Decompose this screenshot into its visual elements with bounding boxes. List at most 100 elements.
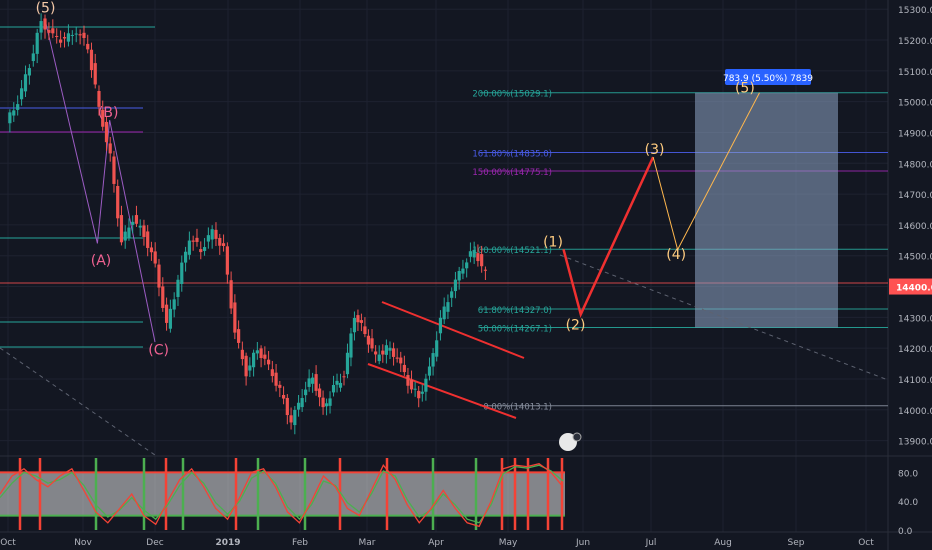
candle-body	[149, 247, 154, 253]
candle-body	[438, 317, 443, 334]
candle-body	[321, 397, 325, 408]
candle-body	[131, 221, 135, 225]
candle-body	[116, 185, 120, 219]
price-tick-label: 15100.0	[898, 68, 932, 78]
candle-body	[457, 271, 461, 281]
candle-body	[161, 286, 165, 308]
candle-body	[296, 402, 301, 410]
stoch-d-line	[0, 464, 564, 524]
candle-body	[218, 237, 222, 246]
candle-body	[278, 384, 282, 388]
candle-body	[59, 39, 63, 43]
candle-body	[370, 338, 374, 349]
candle-body	[74, 33, 78, 35]
candle-body	[300, 398, 304, 408]
candle-body	[259, 348, 263, 359]
time-tick-label: Jul	[645, 538, 657, 548]
wave-label: (3)	[645, 142, 665, 158]
candle-body	[453, 279, 458, 292]
stoch-tick-label: 0.0	[898, 527, 913, 537]
candle-body	[187, 240, 191, 255]
forecast-wave-5	[652, 92, 760, 251]
current-price-badge	[889, 278, 932, 295]
candle-body	[153, 251, 157, 264]
candle-body	[345, 352, 350, 375]
wave-label: (C)	[148, 342, 169, 358]
candle-body	[274, 372, 278, 386]
fib-label: 200.00%(15029.1)	[472, 90, 552, 100]
candle-body	[240, 349, 244, 360]
candle-body	[285, 397, 289, 416]
price-tick-label: 14600.0	[898, 222, 932, 232]
candle-body	[164, 304, 169, 323]
fib-label: 0.00%(14013.1)	[483, 403, 552, 413]
candle-body	[51, 28, 55, 34]
candle-body	[138, 225, 142, 228]
range-label: 783.9 (5.50%) 7839	[723, 74, 813, 84]
candle-body	[221, 243, 226, 246]
candle-body	[263, 354, 267, 359]
forecast-wave-3	[562, 156, 655, 318]
candle-body	[356, 315, 360, 323]
time-tick-label: Mar	[359, 538, 376, 548]
candle-body	[289, 415, 293, 423]
candle-body	[19, 88, 24, 100]
stoch-band	[0, 472, 565, 516]
candle-body	[202, 247, 207, 251]
target-range-box	[695, 92, 838, 328]
candle-body	[39, 21, 43, 33]
candle-body	[476, 253, 480, 262]
candle-body	[402, 364, 406, 373]
price-tick-label: 14900.0	[898, 129, 932, 139]
candle-body	[424, 378, 428, 392]
candle-body	[395, 357, 399, 359]
time-tick-label: Dec	[146, 538, 163, 548]
price-axis[interactable]: 15300.0 15200.0 15100.0 15000.0 14900.0 14800…	[889, 6, 932, 537]
target-box: 783.9 (5.50%) 7839	[695, 69, 838, 328]
wave-label: (2)	[566, 318, 586, 334]
wave-label: (A)	[91, 253, 112, 269]
candle-body	[293, 409, 297, 426]
candle-body	[374, 351, 378, 355]
flag-icon	[559, 433, 577, 451]
candle-body	[248, 365, 252, 371]
candle-body	[417, 390, 421, 399]
wave-counts: (5) (B) (A) (C) (1) (2) (3) (4) (5)	[36, 0, 755, 358]
candle-body	[35, 32, 39, 54]
price-tick-label: 14000.0	[898, 407, 932, 417]
candle-body	[472, 249, 476, 258]
fib-label: 100.00%(14521.1)	[472, 246, 552, 256]
candle-body	[324, 403, 329, 407]
stoch-tick-label: 80.0	[898, 469, 918, 479]
time-axis[interactable]: Oct Nov Dec 2019 Feb Mar Apr May Jun Jul Aug Sep Oct	[0, 538, 874, 548]
current-price-label: 14400.0	[896, 284, 932, 294]
candle-body	[366, 335, 371, 345]
candle-body	[168, 308, 172, 329]
price-tick-label: 14700.0	[898, 191, 932, 201]
fib-label: 50.00%(14267.1)	[478, 324, 552, 334]
candle-body	[342, 376, 346, 378]
time-tick-label: Oct	[0, 538, 16, 548]
price-tick-label: 14300.0	[898, 314, 932, 324]
wave-label: (1)	[543, 234, 563, 250]
candle-body	[225, 246, 229, 275]
candle-body	[335, 380, 339, 385]
wave-label: (B)	[98, 105, 119, 121]
time-tick-label: 2019	[215, 538, 240, 548]
candle-body	[214, 229, 218, 239]
candle-body	[47, 30, 51, 33]
candle-body	[89, 49, 94, 71]
candle-body	[381, 350, 385, 355]
candle-body	[127, 227, 131, 238]
candle-body	[483, 269, 488, 271]
candle-body	[180, 262, 184, 284]
candle-body	[142, 225, 146, 238]
candle-body	[101, 109, 105, 127]
candle-body	[43, 18, 47, 30]
candle-body	[270, 369, 274, 377]
candle-body	[435, 340, 439, 357]
candle-body	[112, 156, 116, 184]
fib-label: 61.80%(14327.0)	[478, 306, 552, 316]
candle-body	[70, 34, 74, 36]
